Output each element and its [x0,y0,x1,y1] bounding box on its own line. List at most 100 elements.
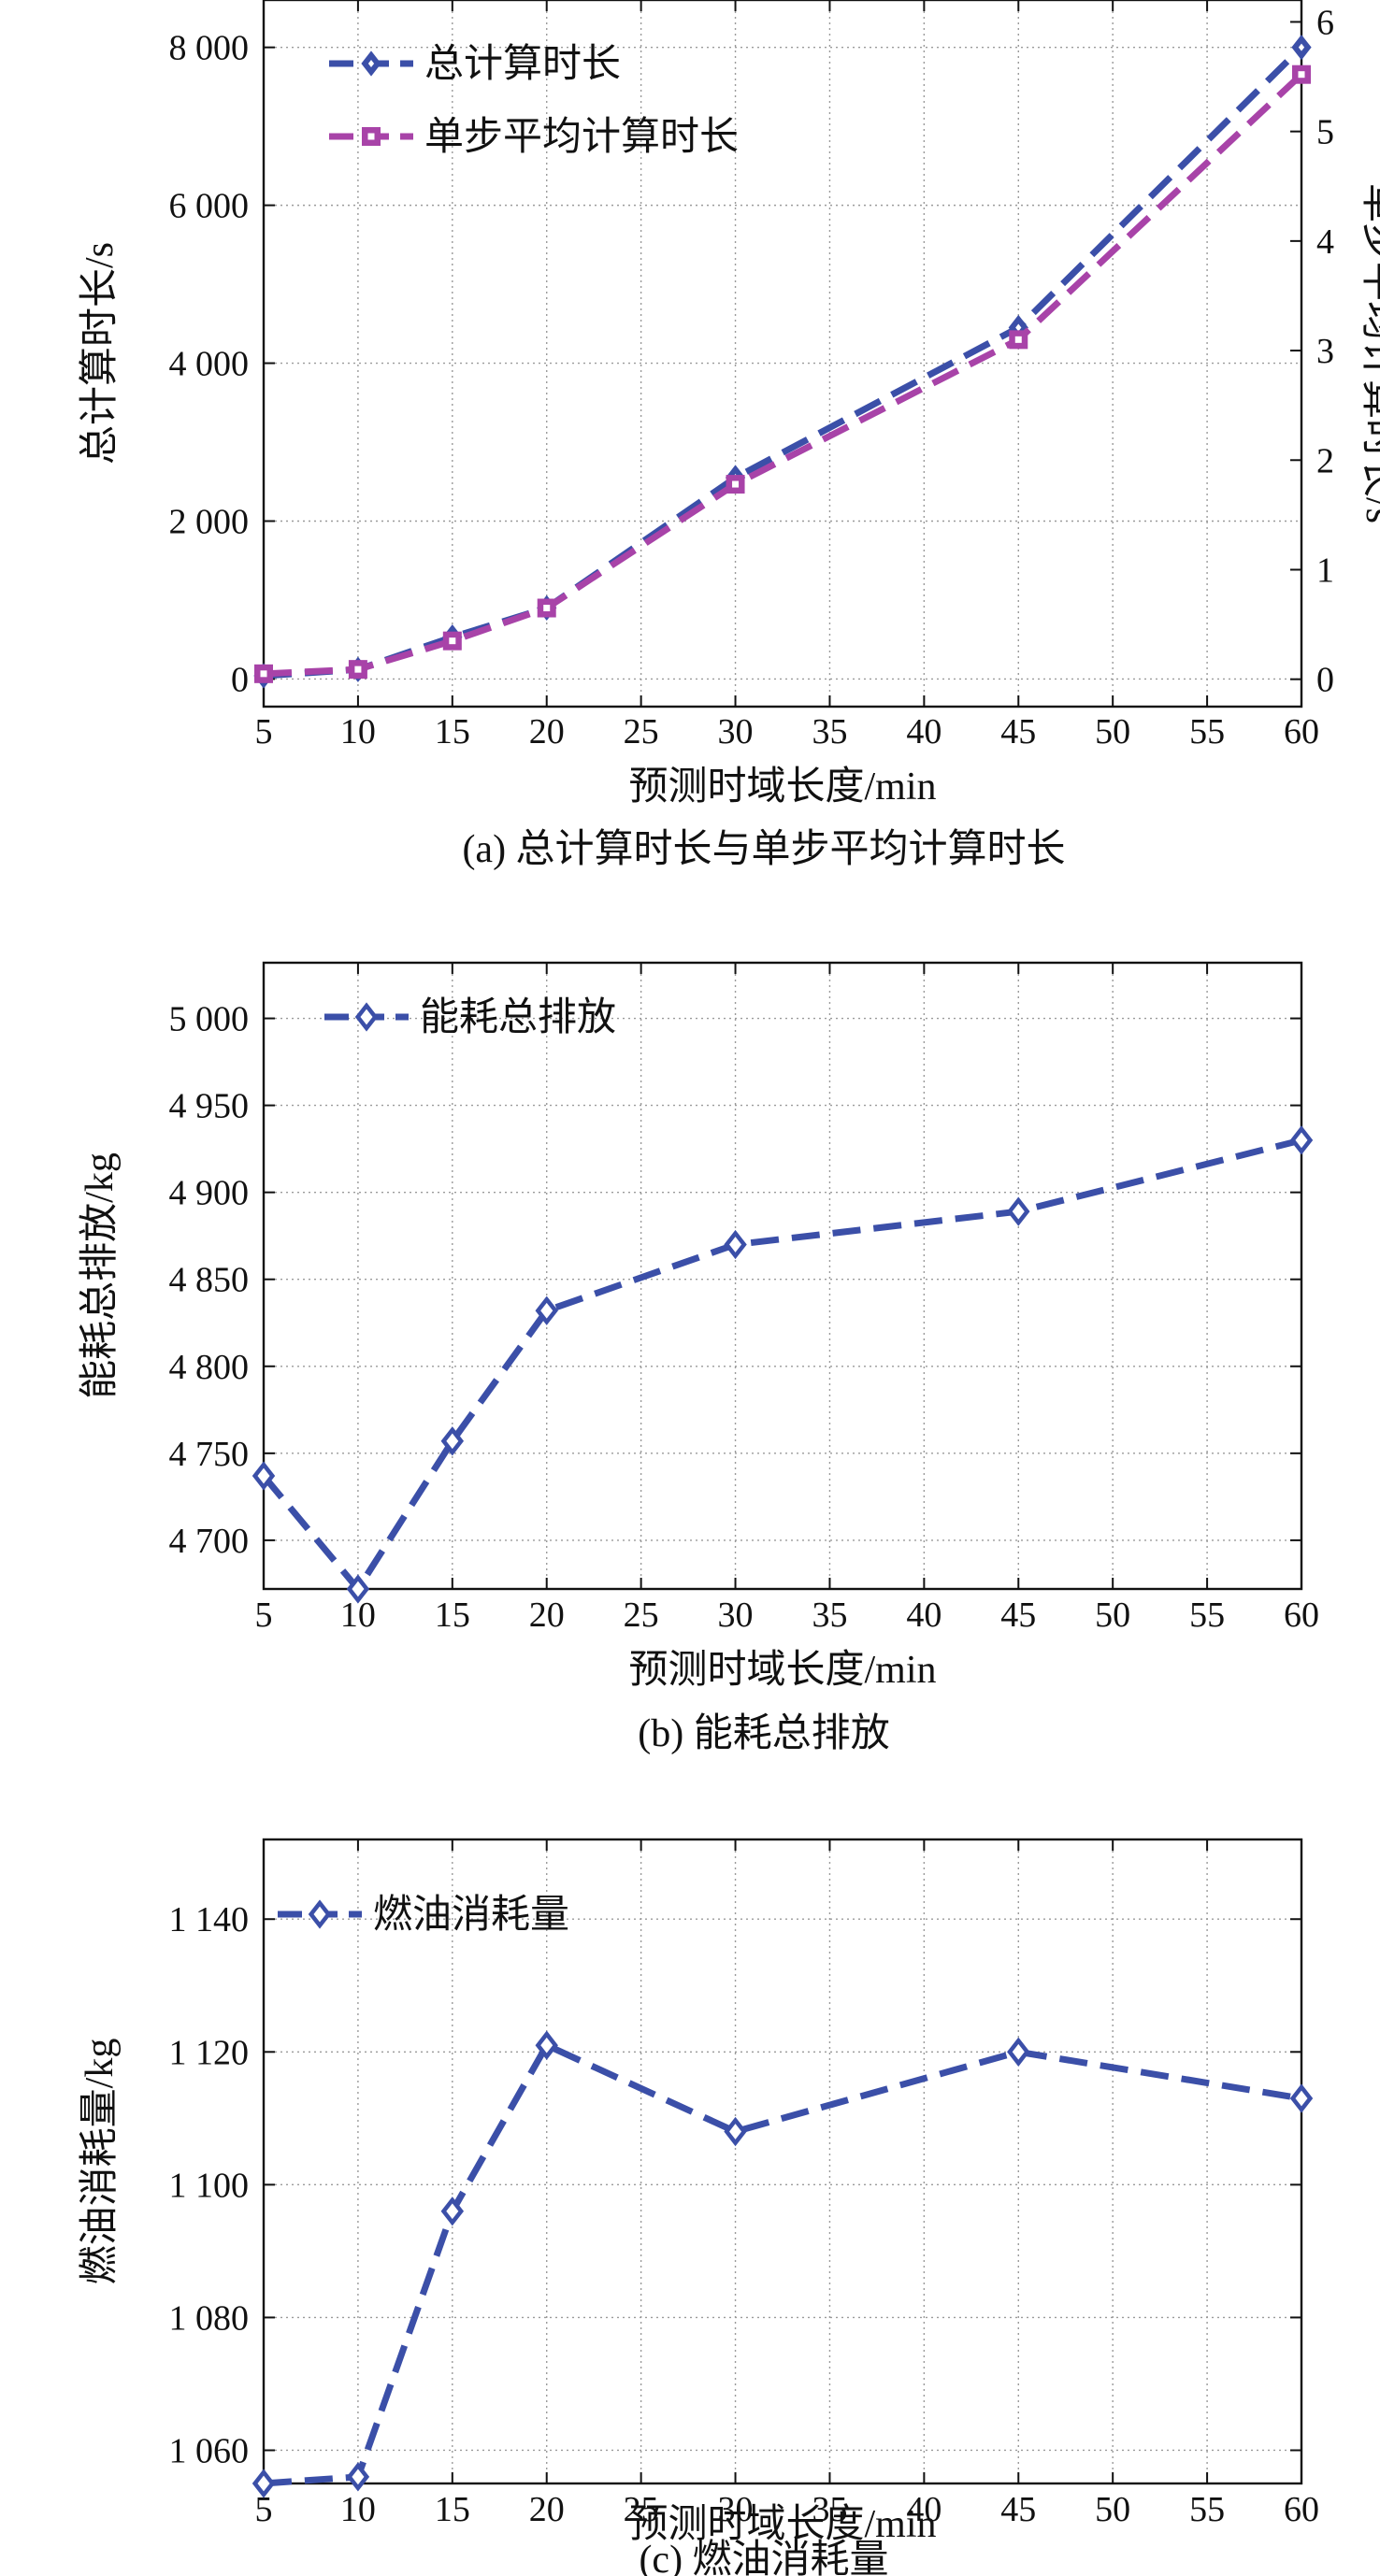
data-point-1-2-center [449,637,456,645]
x-axis-title: 预测时域长度/min [628,2503,936,2546]
x-tick-label: 60 [1284,1596,1319,1635]
x-tick-label: 5 [255,1596,273,1635]
y-tick-label: 1 060 [169,2431,250,2470]
data-point-0-1 [346,1574,370,1604]
y2-tick-label: 5 [1316,113,1334,152]
x-tick-label: 40 [906,1596,942,1635]
legend-marker-0 [308,1899,332,1929]
x-tick-label: 35 [812,712,847,751]
series-line-0 [263,45,1304,680]
data-point-1-5-center [1014,336,1022,343]
data-point-0-2 [440,2197,465,2226]
legend-label-1: 单步平均计算时长 [424,116,739,159]
x-tick-label: 10 [340,712,376,751]
y-tick-label: 6 000 [169,187,250,226]
x-tick-label: 20 [529,2490,565,2529]
data-point-0-5 [1007,1196,1030,1226]
data-point-1-6-center [1298,71,1305,79]
data-point-0-2 [440,1426,465,1456]
data-point-0-0 [252,1461,276,1491]
x-tick-label: 35 [812,1596,847,1635]
x-tick-label: 45 [1000,1596,1036,1635]
y-tick-label: 4 900 [169,1174,250,1213]
y-tick-label: 0 [231,660,249,699]
y-axis-title: 总计算时长/s [79,242,122,465]
x-tick-label: 40 [906,2490,942,2529]
x-tick-label: 50 [1095,712,1130,751]
legend-marker-1-center [367,133,375,140]
x-tick-label: 5 [255,712,273,751]
data-point-0-3 [535,1295,558,1325]
x-tick-label: 25 [624,2490,659,2529]
x-tick-label: 45 [1000,2490,1036,2529]
x-tick-label: 15 [435,2490,470,2529]
y-tick-label: 4 950 [169,1087,250,1126]
data-point-0-4 [724,2116,747,2147]
x-tick-label: 60 [1284,712,1319,751]
x-tick-label: 55 [1189,2490,1225,2529]
data-point-1-1-center [354,665,362,673]
x-tick-label: 55 [1189,712,1225,751]
y-tick-label: 2 000 [169,502,250,541]
legend-marker-0 [354,1002,379,1032]
data-point-0-5-center [1015,323,1022,332]
x-axis-title: 预测时域长度/min [628,1649,936,1692]
y-tick-label: 4 800 [169,1348,250,1387]
y2-tick-label: 0 [1316,661,1334,700]
y-tick-label: 8 000 [169,29,250,68]
data-point-0-4 [724,1229,747,1260]
y2-axis-title: 单步平均计算时长/s [1358,183,1380,523]
x-tick-label: 20 [529,712,565,751]
data-point-0-6 [1289,1125,1314,1155]
plot-frame [262,0,1303,708]
x-tick-label: 50 [1095,2490,1130,2529]
y-tick-label: 4 850 [169,1261,250,1300]
x-axis-title: 预测时域长度/min [628,766,936,809]
y2-tick-label: 1 [1316,551,1334,590]
y-tick-label: 1 100 [169,2166,250,2205]
x-tick-label: 30 [718,1596,754,1635]
data-point-1-3-center [543,605,551,612]
caption-2: (c) 燃油消耗量 [639,2539,888,2576]
y-tick-label: 5 000 [169,1000,250,1039]
legend-label-0: 燃油消耗量 [373,1894,569,1937]
x-tick-label: 40 [906,712,942,751]
y-tick-label: 4 000 [169,345,250,384]
y2-tick-label: 4 [1316,222,1334,262]
plot-frame [262,1838,1303,2485]
data-point-0-3 [535,2030,558,2060]
x-tick-label: 50 [1095,1596,1130,1635]
y-tick-label: 1 080 [169,2298,250,2338]
legend-label-0: 总计算时长 [424,43,621,86]
x-tick-label: 30 [718,2490,754,2529]
data-point-0-5 [1007,2037,1030,2067]
y-tick-label: 4 750 [169,1435,250,1474]
x-tick-label: 55 [1189,1596,1225,1635]
y-axis-title: 燃油消耗量/kg [79,2039,122,2285]
data-point-0-6 [1289,2083,1314,2113]
x-tick-label: 25 [624,1596,659,1635]
series-line-1 [263,72,1304,678]
data-point-1-0-center [260,670,267,678]
x-tick-label: 60 [1284,2490,1319,2529]
series-line-0 [261,1137,1302,1595]
data-point-0-1 [346,2462,370,2492]
data-point-1-4-center [732,480,740,488]
x-tick-label: 15 [435,712,470,751]
legend-marker-0-center [367,60,375,67]
y2-tick-label: 2 [1316,441,1334,480]
y-axis-title: 能耗总排放/kg [79,1152,122,1399]
data-point-0-0 [252,2469,276,2498]
caption-1: (b) 能耗总排放 [638,1712,889,1755]
caption-0: (a) 总计算时长与单步平均计算时长 [462,828,1065,871]
x-tick-label: 35 [812,2490,847,2529]
legend-label-0: 能耗总排放 [420,996,616,1039]
x-tick-label: 45 [1000,712,1036,751]
plot-frame [262,961,1303,1591]
x-tick-label: 20 [529,1596,565,1635]
x-tick-label: 30 [718,712,754,751]
chart-panel-2: 5 10 15 20 25 30 35 40 45 50 55 60 1 060 1 080 1 100 1 … [79,1838,1319,2546]
